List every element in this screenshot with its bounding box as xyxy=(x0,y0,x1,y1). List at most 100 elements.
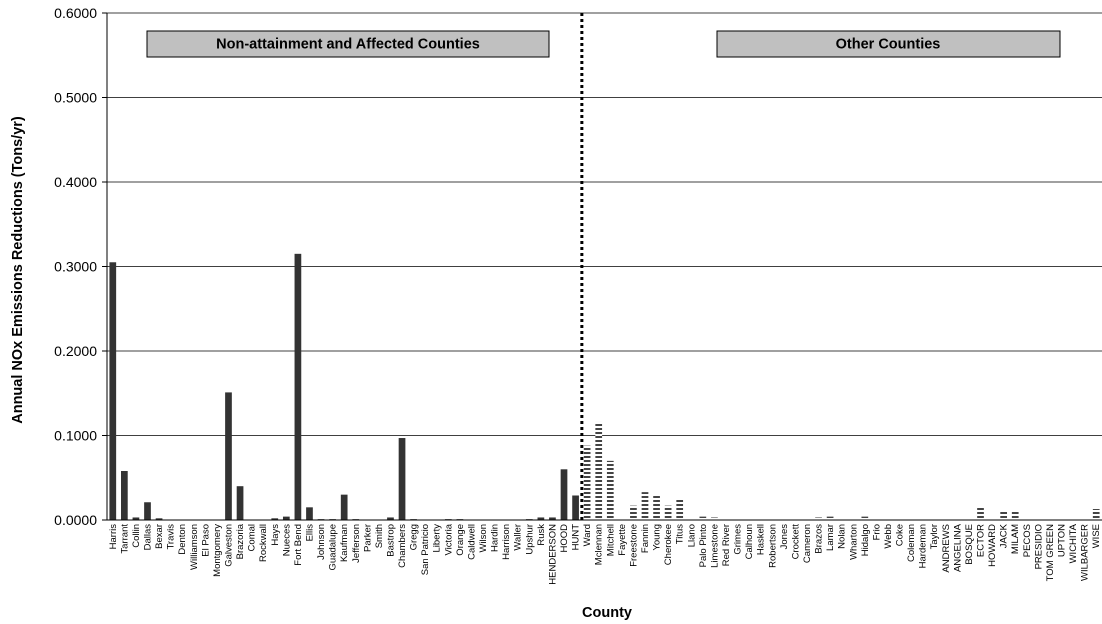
x-tick-label: Fort Bend xyxy=(293,524,304,566)
bar xyxy=(630,505,637,520)
bar xyxy=(109,262,117,520)
x-tick-label: Nolan xyxy=(837,524,848,549)
x-tick-label: Orange xyxy=(455,524,466,556)
x-tick-label: Hardin xyxy=(490,524,501,552)
group-label-1: Non-attainment and Affected Counties xyxy=(216,37,480,53)
bar xyxy=(606,460,614,520)
x-tick-label: Freestone xyxy=(628,524,639,567)
x-tick-label: MILAM xyxy=(1010,524,1021,554)
group-box-1 xyxy=(146,30,550,58)
y-tick-label: 0.3000 xyxy=(54,259,97,275)
x-tick-label: Llano xyxy=(686,524,697,547)
x-tick-label: Hardeman xyxy=(918,524,929,568)
x-tick-label: Harrison xyxy=(501,524,512,560)
x-tick-label: Guadalupe xyxy=(328,524,339,570)
x-tick-label: Coleman xyxy=(906,524,917,562)
bar xyxy=(560,469,568,520)
x-tick-label: TOM GREEN xyxy=(1045,524,1056,581)
x-tick-label: HOOD xyxy=(559,524,570,553)
x-tick-label: Young xyxy=(652,524,663,551)
bar xyxy=(387,517,394,520)
y-axis-title: Annual NOx Emissions Reductions (Tons/yr… xyxy=(10,116,26,424)
x-tick-label: Chambers xyxy=(397,524,408,568)
bar xyxy=(537,517,545,520)
x-tick-label: Limestone xyxy=(709,524,720,568)
x-tick-label: Wilson xyxy=(478,524,489,553)
bar xyxy=(676,498,684,520)
x-tick-label: Victoria xyxy=(443,523,454,555)
x-tick-label: Williamson xyxy=(189,524,200,570)
x-tick-label: Dallas xyxy=(142,524,153,551)
y-tick-label: 0.6000 xyxy=(54,5,97,21)
y-tick-label: 0.4000 xyxy=(54,174,97,190)
bar xyxy=(398,438,406,520)
bar xyxy=(294,253,302,520)
x-tick-label: UPTON xyxy=(1057,524,1068,557)
bar xyxy=(340,494,348,520)
x-tick-label: Wharton xyxy=(848,524,859,560)
bar xyxy=(572,495,579,520)
x-tick-label: Travis xyxy=(166,524,177,550)
x-tick-label: Cherokee xyxy=(663,524,674,565)
bars xyxy=(109,253,1100,521)
x-tick-label: HOWARD xyxy=(987,524,998,567)
x-tick-label: ANGELINA xyxy=(952,523,963,572)
x-tick-label: Comal xyxy=(247,524,258,551)
x-tick-label: Harris xyxy=(108,524,119,550)
axes xyxy=(106,13,1102,521)
x-tick-label: Crockett xyxy=(790,524,801,560)
x-tick-label: Caldwell xyxy=(466,524,477,560)
x-tick-label: Grimes xyxy=(733,524,744,555)
bar xyxy=(838,518,846,520)
bar xyxy=(144,502,151,520)
x-tick-label: Collin xyxy=(131,524,142,548)
x-tick-label: Ward xyxy=(582,524,593,546)
x-tick-label: Fayette xyxy=(617,524,628,556)
x-tick-label: El Paso xyxy=(200,524,211,557)
x-tick-label: Tarrant xyxy=(119,524,130,554)
x-tick-label: Brazos xyxy=(814,524,825,554)
x-tick-label: Upshur xyxy=(524,524,535,555)
x-tick-label: Coke xyxy=(895,524,906,546)
bar xyxy=(861,516,869,520)
x-tick-label: Bastrop xyxy=(385,524,396,557)
x-tick-label: Jefferson xyxy=(351,524,362,563)
x-tick-label: PRESIDIO xyxy=(1033,524,1044,569)
x-tick-label: Smith xyxy=(374,524,385,548)
y-tick-label: 0.0000 xyxy=(54,512,97,528)
x-tick-label: Nueces xyxy=(281,524,292,556)
bar xyxy=(653,494,660,520)
x-tick-label: Ellis xyxy=(304,524,315,542)
group-box-2 xyxy=(716,30,1061,58)
x-tick-label: San Patricio xyxy=(420,524,431,575)
bar xyxy=(1011,510,1019,520)
x-tick-label: Hidalgo xyxy=(860,524,871,556)
x-tick-label: Gregg xyxy=(409,524,420,550)
x-tick-label: HUNT xyxy=(571,524,582,551)
x-tick-label: Brazoria xyxy=(235,523,246,559)
bar xyxy=(595,421,603,520)
x-axis-tick-labels: Harris Tarrant Collin Dallas Bexar Travis Dent… xyxy=(108,523,1102,584)
bar xyxy=(583,445,591,520)
group-label-boxes: Non-attainment and Affected Counties Oth… xyxy=(146,30,1061,58)
x-tick-label: WILBARGER xyxy=(1080,524,1091,581)
x-tick-label: Mclennan xyxy=(594,524,605,565)
bar xyxy=(815,517,822,520)
y-axis-ticks: 0.0000 0.1000 0.2000 0.3000 0.4000 0.5000 0.60… xyxy=(54,5,107,528)
bar xyxy=(768,518,776,520)
x-tick-label: Webb xyxy=(883,524,894,549)
x-tick-label: Rockwall xyxy=(258,524,269,562)
x-tick-label: Frio xyxy=(871,524,882,540)
x-tick-label: Johnson xyxy=(316,524,327,560)
x-tick-label: Montgomery xyxy=(212,524,223,577)
x-tick-label: Calhoun xyxy=(744,524,755,559)
x-tick-label: Robertson xyxy=(767,524,778,568)
x-tick-label: WISE xyxy=(1091,524,1102,548)
bar xyxy=(745,518,753,520)
x-tick-label: Lamar xyxy=(825,524,836,551)
x-tick-label: Rusk xyxy=(536,524,547,546)
x-tick-label: Jones xyxy=(779,524,790,550)
bar xyxy=(826,516,834,520)
x-tick-label: Liberty xyxy=(432,524,443,553)
